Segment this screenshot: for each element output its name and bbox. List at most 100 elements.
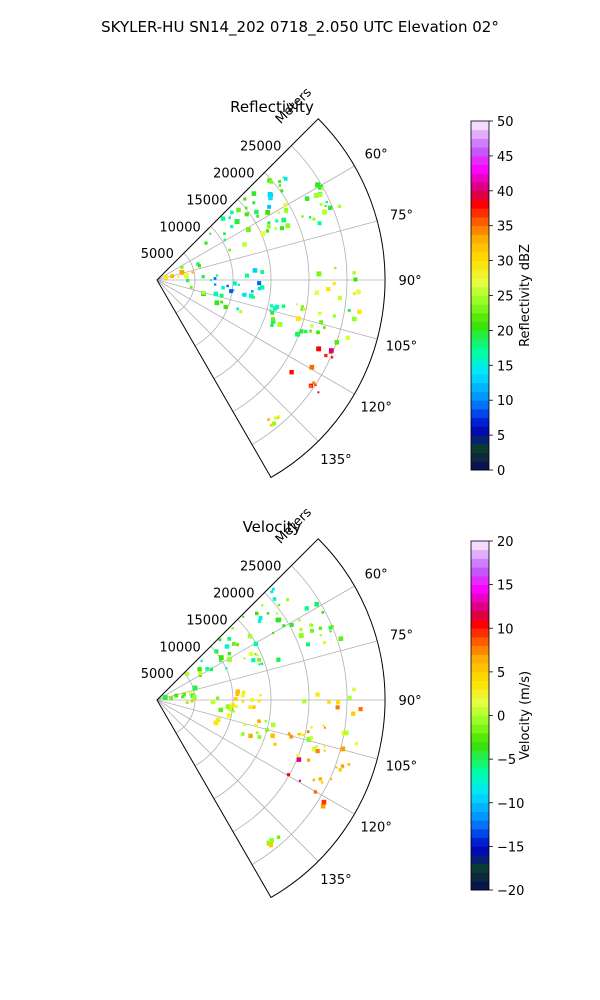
echo-gate	[276, 835, 281, 839]
echo-gate	[270, 323, 274, 327]
colorbar-swatch	[471, 312, 489, 323]
colorbar-swatch	[471, 121, 489, 131]
echo-gate	[216, 696, 220, 700]
colorbar-swatch	[471, 225, 489, 235]
echo-gate	[192, 695, 197, 700]
echo-gate	[232, 642, 236, 646]
colorbar-tick-label: 5	[497, 666, 505, 681]
echo-gate	[189, 691, 194, 696]
colorbar-tick-label: 30	[497, 255, 514, 270]
colorbar-tick-label: 0	[497, 464, 505, 479]
echo-gate	[299, 628, 303, 632]
echo-gate	[261, 604, 264, 607]
velocity-panel: Velocity 5000 10000 15000 20000 25000 60° 75° 9…	[141, 505, 533, 899]
echo-gate	[236, 643, 240, 647]
echo-gate	[319, 202, 323, 206]
echo-gate	[255, 611, 259, 616]
echo-gate	[209, 667, 214, 672]
colorbar-swatch	[471, 251, 489, 262]
echo-gate	[267, 178, 272, 183]
colorbar-swatch	[471, 724, 489, 734]
echo-gate	[298, 779, 301, 782]
echo-gate	[251, 658, 256, 663]
range-ring	[232, 592, 310, 832]
colorbar-swatch	[471, 602, 489, 612]
echo-gate	[335, 705, 340, 710]
colorbar-swatch	[471, 715, 489, 725]
echo-gate	[295, 303, 298, 306]
echo-gate	[226, 284, 229, 288]
echo-gate	[251, 191, 257, 196]
reflectivity-title: Reflectivity	[230, 98, 314, 116]
echo-gate	[289, 734, 294, 739]
echo-gate	[270, 733, 275, 739]
echo-gate	[245, 273, 249, 278]
echo-gate	[244, 212, 249, 217]
echo-gate	[343, 730, 349, 736]
colorbar-swatch	[471, 374, 489, 384]
echo-gate	[270, 304, 274, 308]
colorbar-tick-label: 10	[497, 622, 514, 637]
echo-gate	[273, 416, 278, 420]
echo-gate	[220, 216, 226, 221]
echo-gate	[315, 745, 318, 748]
echo-gate	[169, 696, 174, 701]
echo-gate	[234, 704, 238, 709]
echo-gate	[284, 177, 288, 181]
range-tick-label: 15000	[186, 613, 227, 628]
colorbar-tick-label: 20	[497, 324, 514, 339]
echo-gate	[281, 304, 286, 308]
azimuth-tick-label: 90°	[399, 694, 422, 709]
echo-gate	[257, 619, 262, 623]
echo-gate	[265, 210, 271, 215]
echo-gate	[285, 223, 291, 229]
colorbar-tick-label: 20	[497, 535, 514, 550]
echo-gate	[243, 197, 247, 201]
echo-gate	[181, 695, 185, 699]
echo-gate	[330, 778, 333, 781]
echo-gate	[340, 764, 344, 768]
echo-gate	[271, 317, 275, 322]
echo-gate	[318, 311, 322, 316]
echo-gate	[209, 279, 213, 282]
echo-gate	[309, 623, 313, 627]
colorbar-tick-label: −15	[497, 840, 524, 855]
echo-gate	[272, 597, 277, 601]
echo-gate	[303, 307, 306, 311]
echo-gate	[233, 710, 236, 713]
echo-gate	[231, 627, 234, 630]
echo-gate	[254, 209, 259, 215]
echo-gate	[274, 227, 278, 230]
echo-gate	[236, 307, 239, 311]
colorbar-tick-label: 50	[497, 115, 514, 130]
echo-gate	[295, 331, 300, 337]
echo-gate	[241, 700, 245, 704]
echo-gate	[214, 283, 217, 286]
echo-gate	[323, 326, 326, 329]
range-ring	[175, 672, 196, 734]
azimuth-tick-label: 135°	[320, 873, 351, 888]
colorbar-swatch	[471, 155, 489, 166]
echo-gate	[241, 293, 245, 296]
echo-gate	[289, 623, 294, 627]
echo-gate	[272, 306, 278, 311]
azimuth-tick-label: 75°	[390, 208, 413, 223]
echo-gate	[224, 644, 230, 649]
colorbar-tick-label: −10	[497, 797, 524, 812]
echo-gate	[184, 671, 190, 676]
colorbar-swatch	[471, 417, 489, 427]
azimuth-gridline	[156, 279, 378, 340]
echo-gate	[182, 692, 186, 697]
echo-gate	[276, 657, 281, 662]
colorbar-swatch	[471, 741, 489, 751]
colorbar-swatch	[471, 199, 489, 209]
range-tick-label: 20000	[213, 587, 254, 602]
echo-gate	[223, 305, 228, 310]
colorbar-swatch	[471, 443, 489, 453]
echo-gate	[201, 275, 205, 279]
echo-gate	[319, 634, 322, 637]
echo-gate	[325, 200, 328, 204]
colorbar-swatch	[471, 147, 489, 157]
echo-gate	[269, 309, 272, 312]
azimuth-gridline	[156, 699, 319, 862]
